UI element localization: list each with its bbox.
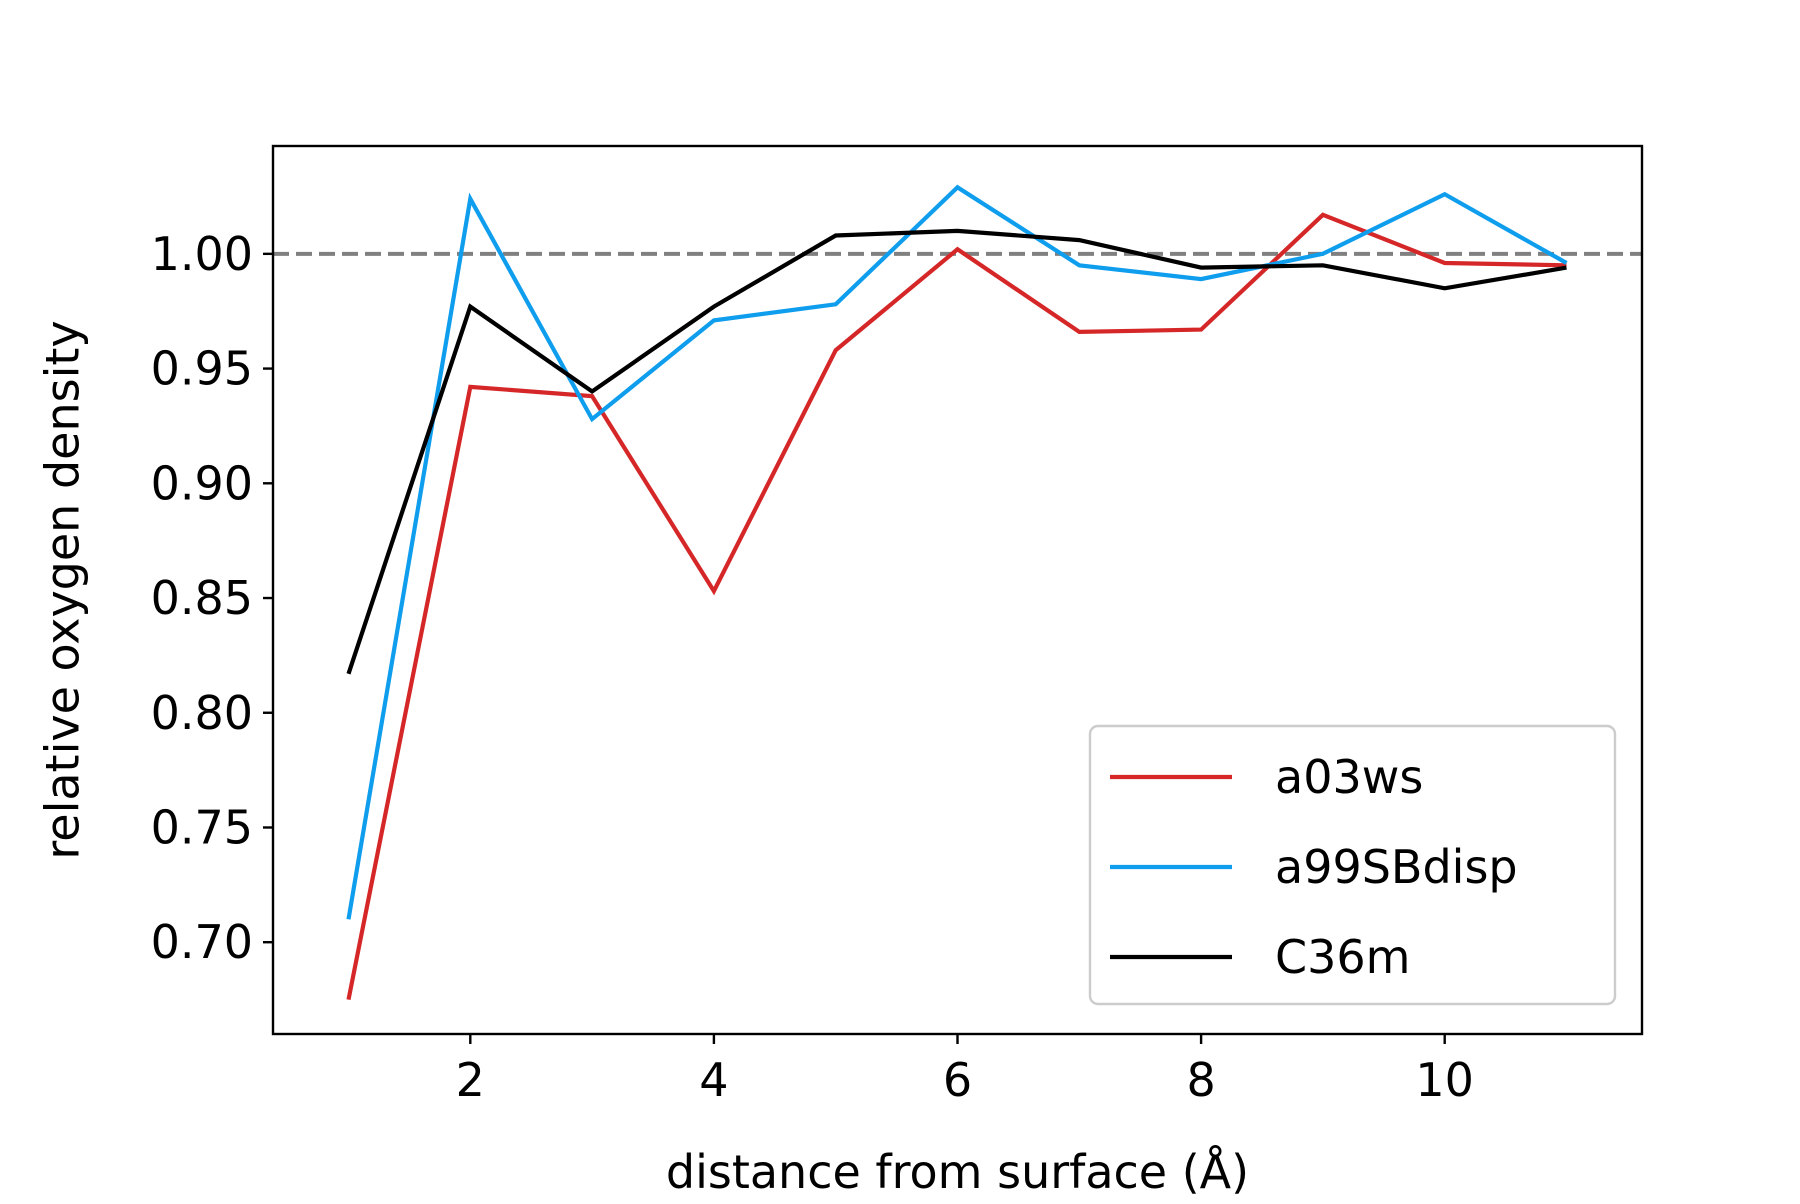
x-tick-label: 10: [1415, 1053, 1474, 1107]
y-tick-label: 0.80: [151, 686, 253, 740]
x-tick-label: 2: [456, 1053, 485, 1107]
y-axis-label: relative oxygen density: [36, 320, 90, 859]
y-tick-label: 0.75: [151, 800, 253, 854]
legend: a03ws a99SBdisp C36m: [1088, 724, 1617, 1006]
legend-label: a03ws: [1275, 750, 1423, 804]
x-tick-label: 8: [1186, 1053, 1215, 1107]
y-tick-label: 0.90: [151, 456, 253, 510]
series-line-C36m: [346, 228, 1567, 675]
legend-label: a99SBdisp: [1275, 840, 1518, 894]
y-tick-label: 0.95: [151, 342, 253, 396]
x-tick-label: 4: [699, 1053, 728, 1107]
axes: 2 4 6 8 10 0.70 0.75 0.80 0.85 0.90 0.95 1.00: [151, 144, 1644, 1107]
plot-area: [273, 184, 1642, 1001]
y-tick-label: 0.85: [151, 571, 253, 625]
series-line-a03ws: [346, 212, 1567, 1001]
x-tick-label: 6: [943, 1053, 972, 1107]
y-tick-label: 0.70: [151, 915, 253, 969]
legend-label: C36m: [1275, 930, 1410, 984]
legend-box: [1088, 724, 1617, 1006]
series-line-a99SBdisp: [346, 184, 1568, 920]
y-tick-label: 1.00: [151, 227, 253, 281]
x-axis-label: distance from surface (Å): [666, 1145, 1249, 1199]
